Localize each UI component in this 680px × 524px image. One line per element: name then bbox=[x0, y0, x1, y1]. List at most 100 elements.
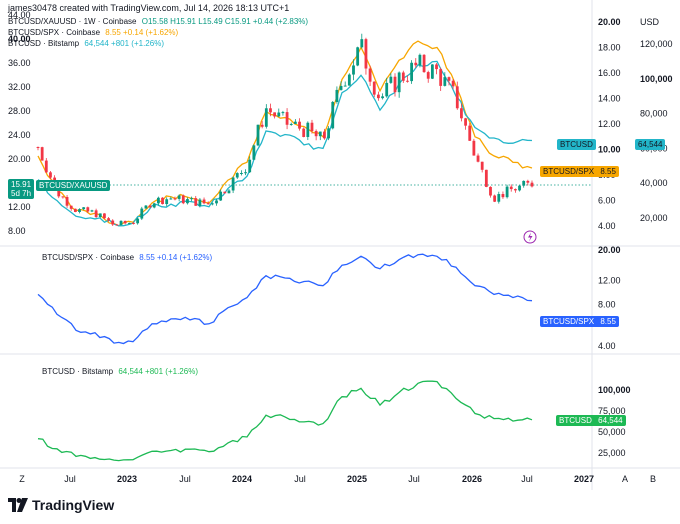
candle-body[interactable] bbox=[513, 189, 517, 191]
candle-body[interactable] bbox=[269, 108, 272, 113]
candle-body[interactable] bbox=[161, 197, 164, 205]
candle-body[interactable] bbox=[186, 199, 189, 204]
candle-body[interactable] bbox=[219, 191, 223, 201]
candle-body[interactable] bbox=[451, 80, 455, 87]
candle-body[interactable] bbox=[173, 198, 177, 200]
candle-body[interactable] bbox=[393, 76, 397, 93]
candle-body[interactable] bbox=[103, 213, 106, 219]
alert-icon[interactable] bbox=[523, 230, 537, 244]
candle-body[interactable] bbox=[430, 64, 434, 79]
candle-body[interactable] bbox=[240, 172, 243, 174]
candle-body[interactable] bbox=[277, 112, 281, 117]
candle-body[interactable] bbox=[223, 191, 227, 194]
candle-body[interactable] bbox=[368, 68, 372, 82]
candle-body[interactable] bbox=[36, 147, 40, 148]
candle-body[interactable] bbox=[82, 207, 86, 210]
legend-row-spx[interactable]: BTCUSD/SPX · Coinbase 8.55 +0.14 (+1.62%… bbox=[8, 27, 308, 38]
candle-body[interactable] bbox=[526, 180, 530, 183]
candle-body[interactable] bbox=[331, 101, 335, 129]
candle-body[interactable] bbox=[285, 112, 289, 125]
legend-row-xau[interactable]: BTCUSD/XAUUSD · 1W · Coinbase O15.58 H15… bbox=[8, 16, 308, 27]
candle-body[interactable] bbox=[377, 94, 380, 99]
candle-body[interactable] bbox=[468, 125, 472, 141]
candle-body[interactable] bbox=[397, 72, 401, 93]
series-line-btcspx-pane2[interactable] bbox=[37, 253, 533, 345]
candle-body[interactable] bbox=[364, 39, 368, 69]
candle-body[interactable] bbox=[484, 169, 488, 187]
candle-body[interactable] bbox=[335, 89, 339, 102]
candle-body[interactable] bbox=[347, 74, 351, 86]
candle-body[interactable] bbox=[314, 130, 318, 137]
series-line-btcusd-main[interactable] bbox=[37, 60, 533, 227]
candle-body[interactable] bbox=[389, 76, 393, 83]
candle-body[interactable] bbox=[152, 203, 156, 208]
candle-body[interactable] bbox=[206, 203, 210, 205]
candle-body[interactable] bbox=[530, 182, 534, 187]
legend-pane2[interactable]: BTCUSD/SPX · Coinbase 8.55 +0.14 (+1.62%… bbox=[42, 252, 212, 263]
candle-body[interactable] bbox=[44, 160, 48, 173]
candle-body[interactable] bbox=[215, 200, 218, 204]
candle-body[interactable] bbox=[372, 81, 376, 95]
candle-body[interactable] bbox=[169, 198, 173, 200]
candle-body[interactable] bbox=[472, 140, 476, 156]
candle-body[interactable] bbox=[476, 155, 480, 162]
candle-body[interactable] bbox=[497, 194, 501, 202]
candle-body[interactable] bbox=[480, 161, 484, 170]
candle-body[interactable] bbox=[98, 213, 102, 217]
candle-body[interactable] bbox=[406, 80, 409, 82]
candle-body[interactable] bbox=[248, 159, 252, 173]
candle-body[interactable] bbox=[61, 196, 65, 198]
candle-body[interactable] bbox=[227, 190, 231, 194]
candle-body[interactable] bbox=[256, 124, 260, 146]
candle-body[interactable] bbox=[78, 209, 81, 212]
candle-body[interactable] bbox=[132, 222, 135, 224]
candle-body[interactable] bbox=[190, 198, 193, 200]
candle-body[interactable] bbox=[194, 198, 198, 206]
candle-body[interactable] bbox=[385, 82, 389, 97]
candle-body[interactable] bbox=[281, 112, 285, 114]
legend-pane3[interactable]: BTCUSD · Bitstamp 64,544 +801 (+1.26%) bbox=[42, 366, 198, 377]
candle-body[interactable] bbox=[356, 47, 360, 66]
candle-body[interactable] bbox=[198, 199, 202, 206]
candle-body[interactable] bbox=[414, 62, 418, 66]
candle-body[interactable] bbox=[111, 220, 115, 225]
candle-body[interactable] bbox=[289, 123, 293, 125]
legend-row-btc[interactable]: BTCUSD · Bitstamp 64,544 +801 (+1.26%) bbox=[8, 38, 308, 49]
candle-body[interactable] bbox=[107, 218, 110, 221]
candle-body[interactable] bbox=[435, 64, 438, 70]
candle-body[interactable] bbox=[49, 172, 52, 178]
candle-body[interactable] bbox=[252, 145, 256, 160]
candle-body[interactable] bbox=[443, 77, 447, 86]
candle-body[interactable] bbox=[40, 147, 44, 161]
candle-body[interactable] bbox=[318, 131, 322, 137]
candle-body[interactable] bbox=[343, 85, 347, 87]
candle-body[interactable] bbox=[401, 72, 405, 81]
candle-body[interactable] bbox=[522, 180, 526, 186]
candle-body[interactable] bbox=[501, 194, 505, 198]
candle-body[interactable] bbox=[165, 199, 169, 205]
candle-body[interactable] bbox=[260, 124, 264, 127]
series-line-btcspx-main[interactable] bbox=[37, 40, 533, 227]
candle-body[interactable] bbox=[86, 207, 90, 212]
candle-body[interactable] bbox=[144, 205, 148, 209]
candle-body[interactable] bbox=[426, 72, 430, 79]
candle-body[interactable] bbox=[455, 86, 459, 109]
candle-body[interactable] bbox=[339, 85, 343, 90]
candle-body[interactable] bbox=[360, 39, 364, 48]
candle-body[interactable] bbox=[136, 218, 140, 224]
candle-body[interactable] bbox=[90, 210, 94, 212]
candle-body[interactable] bbox=[298, 121, 301, 129]
candle-body[interactable] bbox=[439, 69, 443, 86]
candle-body[interactable] bbox=[264, 108, 268, 127]
candle-body[interactable] bbox=[493, 195, 497, 202]
series-line-btcusd-pane3[interactable] bbox=[37, 380, 533, 462]
candle-body[interactable] bbox=[418, 54, 422, 66]
candle-body[interactable] bbox=[140, 208, 144, 219]
candle-body[interactable] bbox=[127, 222, 131, 224]
candle-body[interactable] bbox=[244, 172, 247, 174]
candle-body[interactable] bbox=[156, 197, 160, 204]
candle-body[interactable] bbox=[293, 121, 297, 124]
candle-body[interactable] bbox=[306, 122, 310, 137]
candle-body[interactable] bbox=[94, 210, 98, 217]
candle-body[interactable] bbox=[489, 186, 492, 196]
